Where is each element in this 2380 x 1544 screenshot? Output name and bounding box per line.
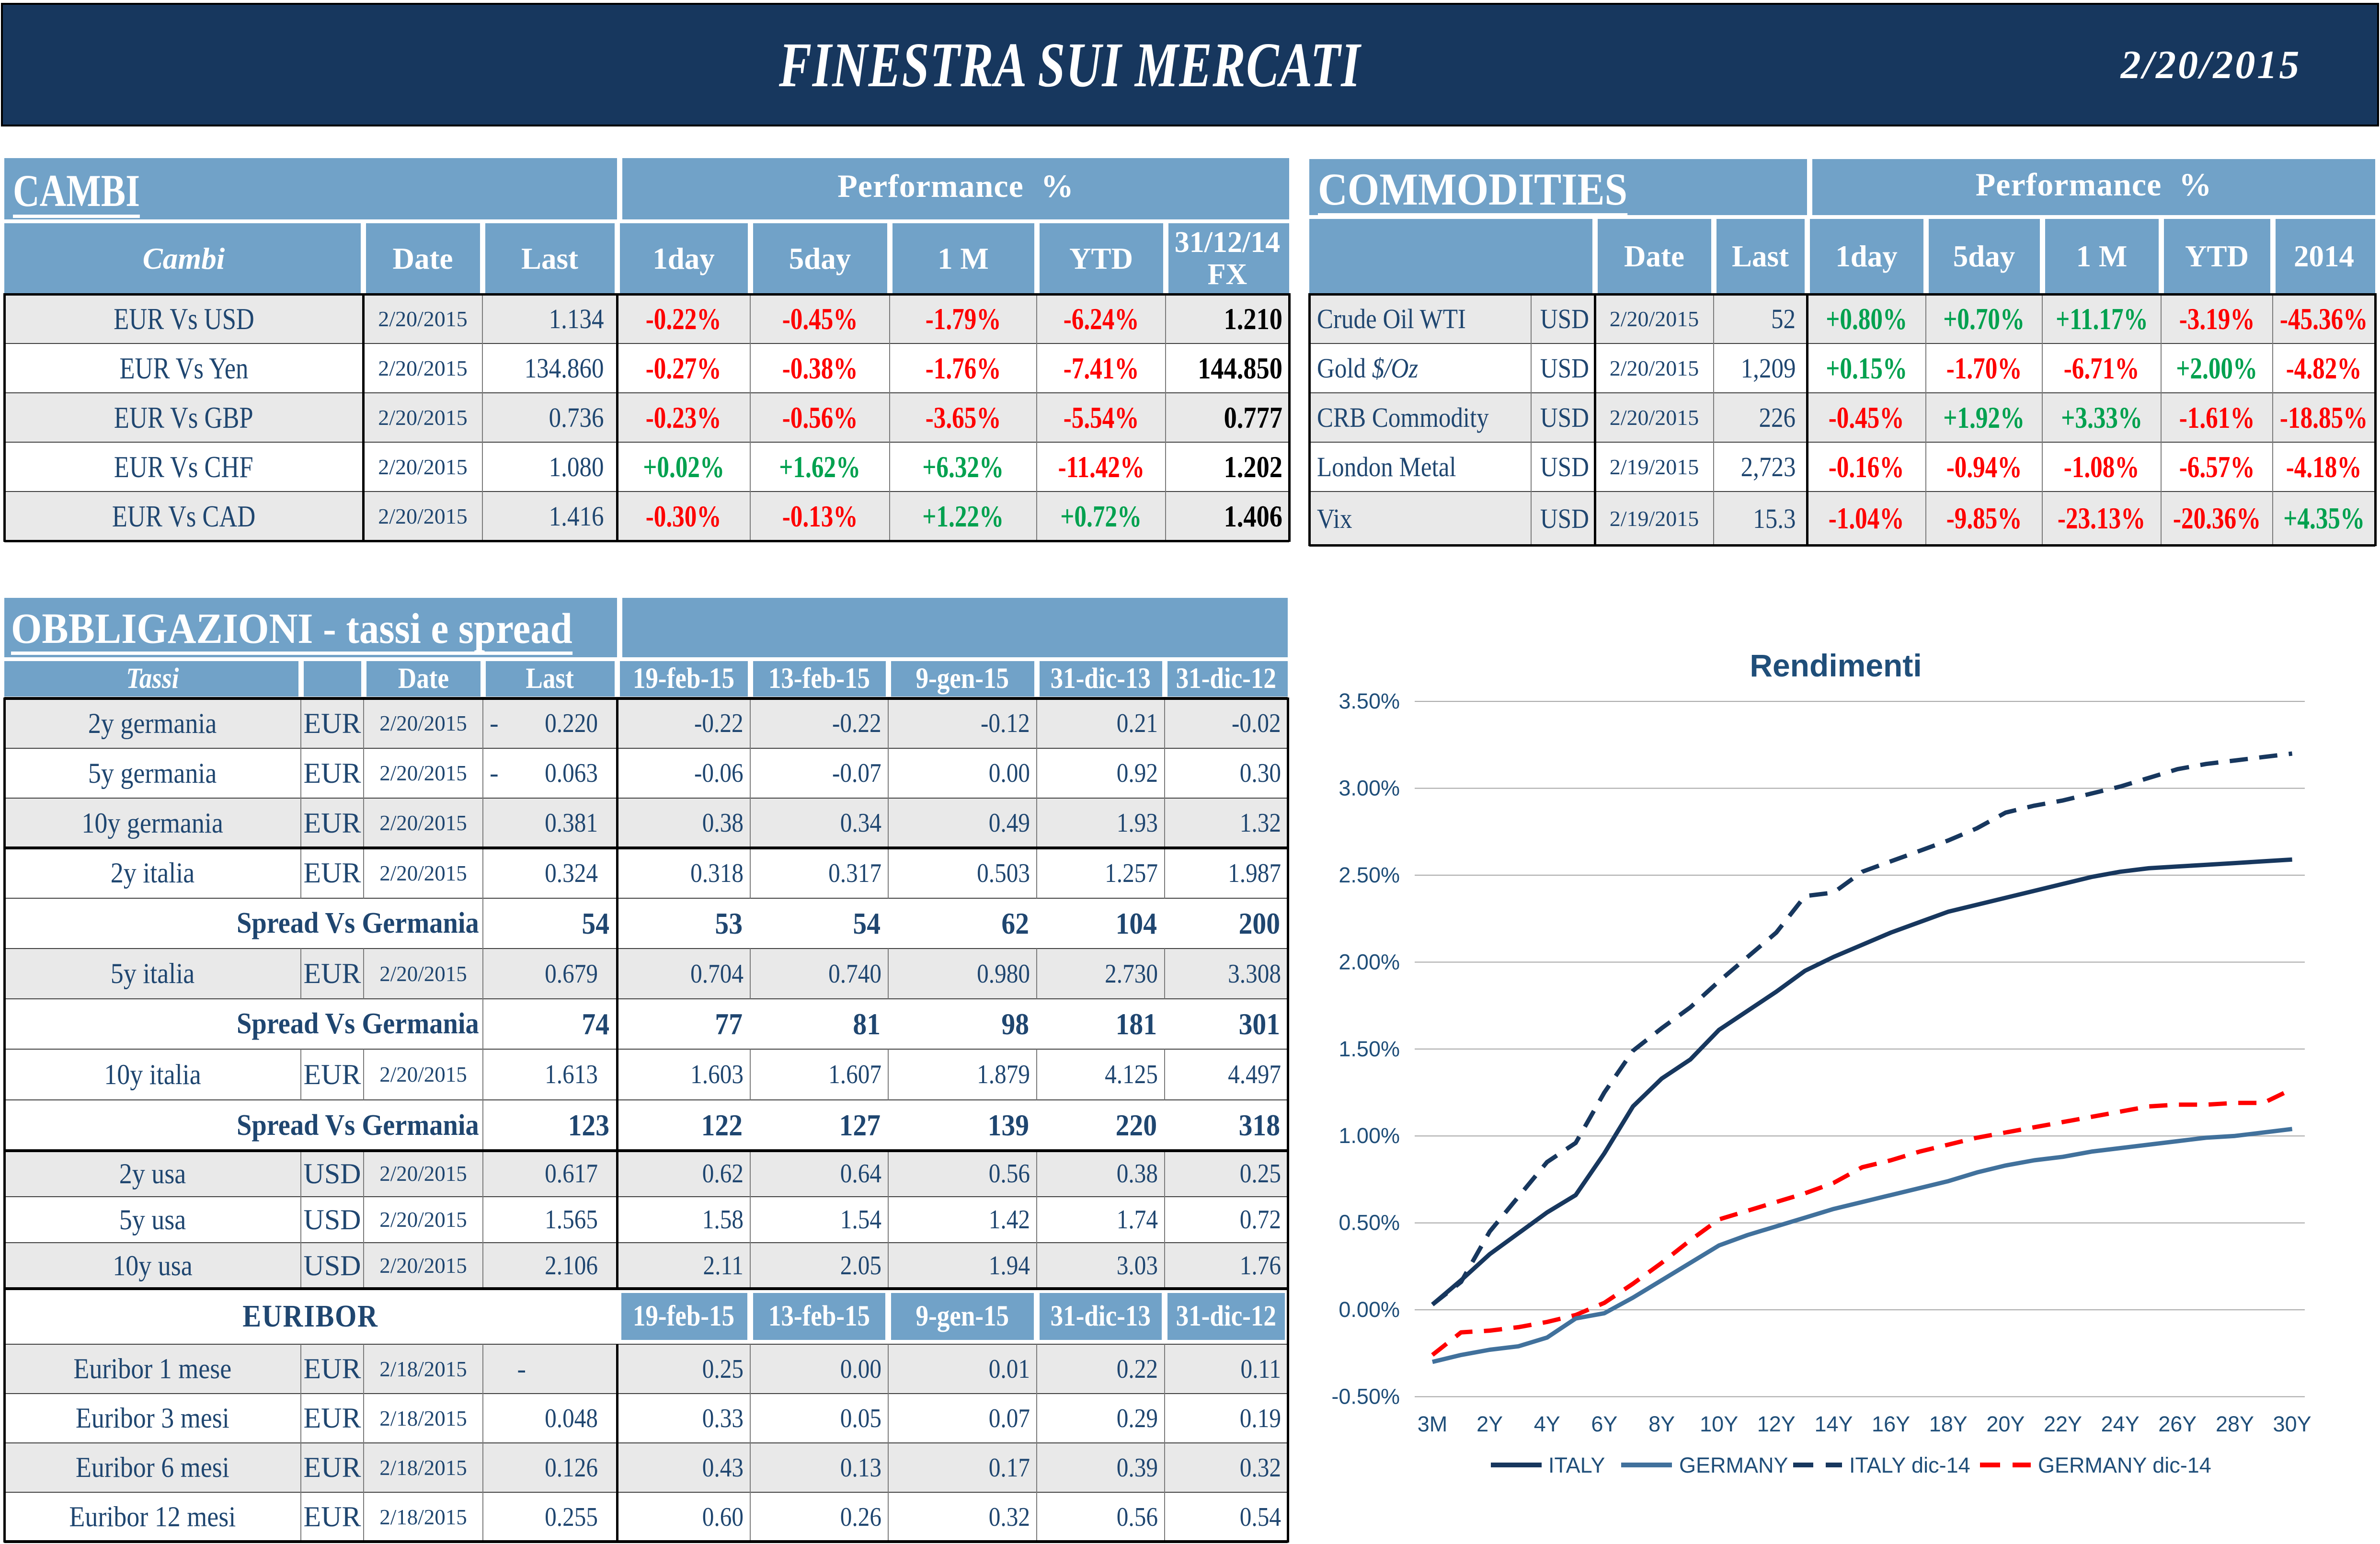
svg-text:2.00%: 2.00%	[1339, 949, 1400, 974]
svg-text:GERMANY dic-14: GERMANY dic-14	[2038, 1453, 2211, 1477]
svg-text:GERMANY: GERMANY	[1679, 1453, 1788, 1477]
svg-text:26Y: 26Y	[2158, 1412, 2197, 1436]
svg-text:0.00%: 0.00%	[1339, 1297, 1400, 1322]
svg-text:6Y: 6Y	[1591, 1412, 1617, 1436]
svg-text:18Y: 18Y	[1929, 1412, 1968, 1436]
svg-text:1.00%: 1.00%	[1339, 1123, 1400, 1148]
svg-text:2.50%: 2.50%	[1339, 863, 1400, 887]
svg-text:20Y: 20Y	[1986, 1412, 2025, 1436]
svg-text:0.50%: 0.50%	[1339, 1211, 1400, 1235]
svg-text:16Y: 16Y	[1872, 1412, 1910, 1436]
svg-text:28Y: 28Y	[2216, 1412, 2254, 1436]
svg-text:ITALY dic-14: ITALY dic-14	[1849, 1453, 1970, 1477]
svg-text:24Y: 24Y	[2101, 1412, 2140, 1436]
svg-text:30Y: 30Y	[2273, 1412, 2311, 1436]
svg-text:ITALY: ITALY	[1548, 1453, 1605, 1477]
svg-text:8Y: 8Y	[1648, 1412, 1675, 1436]
svg-text:1.50%: 1.50%	[1339, 1037, 1400, 1061]
svg-text:-0.50%: -0.50%	[1331, 1384, 1400, 1409]
svg-text:2Y: 2Y	[1476, 1412, 1503, 1436]
svg-text:3M: 3M	[1418, 1412, 1448, 1436]
svg-text:22Y: 22Y	[2044, 1412, 2082, 1436]
svg-text:4Y: 4Y	[1534, 1412, 1560, 1436]
svg-text:3.00%: 3.00%	[1339, 776, 1400, 801]
svg-text:12Y: 12Y	[1757, 1412, 1796, 1436]
svg-text:Rendimenti: Rendimenti	[1750, 648, 1922, 683]
svg-text:14Y: 14Y	[1814, 1412, 1853, 1436]
svg-text:10Y: 10Y	[1700, 1412, 1738, 1436]
svg-text:3.50%: 3.50%	[1339, 689, 1400, 713]
